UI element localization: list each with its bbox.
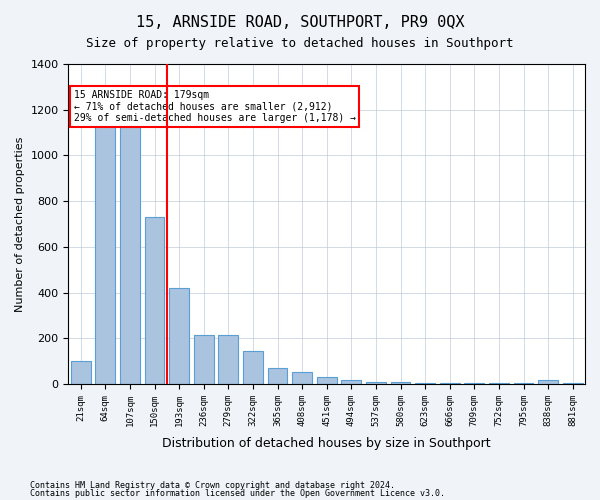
Bar [563, 383, 583, 384]
Bar [243, 351, 263, 384]
Bar [145, 217, 164, 384]
Bar [95, 121, 115, 384]
Bar [464, 383, 484, 384]
Bar [366, 382, 386, 384]
Bar [218, 335, 238, 384]
Bar [194, 335, 214, 384]
Text: Contains public sector information licensed under the Open Government Licence v3: Contains public sector information licen… [30, 488, 445, 498]
Bar [415, 383, 435, 384]
Bar [538, 380, 558, 384]
Bar [440, 383, 460, 384]
Text: Size of property relative to detached houses in Southport: Size of property relative to detached ho… [86, 38, 514, 51]
Bar [120, 121, 140, 384]
Bar [169, 288, 189, 384]
Bar [341, 380, 361, 384]
Text: 15, ARNSIDE ROAD, SOUTHPORT, PR9 0QX: 15, ARNSIDE ROAD, SOUTHPORT, PR9 0QX [136, 15, 464, 30]
Bar [292, 372, 312, 384]
Bar [268, 368, 287, 384]
Text: Contains HM Land Registry data © Crown copyright and database right 2024.: Contains HM Land Registry data © Crown c… [30, 481, 395, 490]
Text: 15 ARNSIDE ROAD: 179sqm
← 71% of detached houses are smaller (2,912)
29% of semi: 15 ARNSIDE ROAD: 179sqm ← 71% of detache… [74, 90, 356, 123]
Bar [391, 382, 410, 384]
X-axis label: Distribution of detached houses by size in Southport: Distribution of detached houses by size … [163, 437, 491, 450]
Bar [71, 361, 91, 384]
Y-axis label: Number of detached properties: Number of detached properties [15, 136, 25, 312]
Bar [317, 377, 337, 384]
